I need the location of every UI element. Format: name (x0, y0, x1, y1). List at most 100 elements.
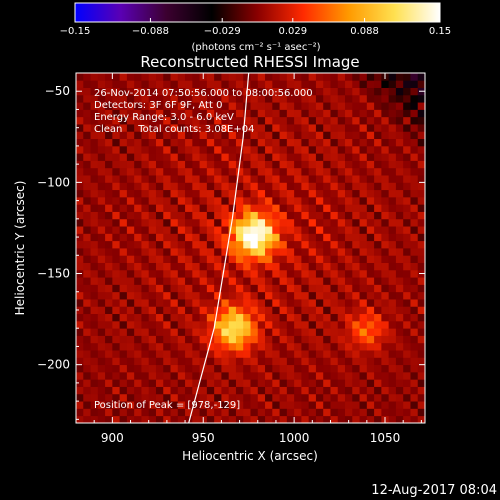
heatmap-cell (235, 357, 244, 366)
heatmap-cell (374, 153, 382, 161)
heatmap-cell (359, 342, 368, 351)
heatmap-cell (323, 189, 331, 198)
heatmap-cell (112, 182, 121, 191)
heatmap-cell (279, 145, 288, 154)
chart-title: Reconstructed RHESSI Image (140, 53, 359, 71)
heatmap-cell (265, 240, 273, 249)
heatmap-cell (155, 116, 164, 125)
heatmap-cell (243, 393, 251, 402)
heatmap-cell (279, 182, 288, 191)
heatmap-cell (90, 153, 99, 161)
heatmap-cell (257, 116, 266, 125)
heatmap-cell (294, 160, 302, 169)
heatmap-cell (206, 379, 215, 387)
heatmap-cell (315, 211, 324, 220)
heatmap-cell (112, 87, 121, 96)
heatmap-cell (177, 313, 186, 322)
heatmap-cell (170, 73, 179, 81)
heatmap-cell (395, 167, 404, 176)
heatmap-cell (294, 386, 302, 395)
heatmap-cell (228, 160, 237, 169)
heatmap-cell (155, 160, 164, 169)
heatmap-cell (323, 335, 331, 344)
heatmap-cell (235, 393, 244, 402)
heatmap-cell (221, 167, 230, 176)
heatmap-cell (177, 320, 186, 329)
heatmap-cell (272, 342, 280, 351)
heatmap-cell (330, 306, 339, 315)
heatmap-cell (76, 131, 84, 140)
heatmap-cell (308, 145, 317, 154)
heatmap-cell (214, 255, 222, 263)
heatmap-cell (294, 284, 302, 293)
heatmap-cell (141, 277, 150, 285)
heatmap-cell (148, 196, 157, 205)
heatmap-cell (170, 364, 179, 373)
heatmap-cell (374, 182, 382, 191)
heatmap-cell (112, 131, 121, 140)
heatmap-cell (243, 131, 251, 140)
heatmap-cell (301, 94, 310, 103)
heatmap-cell (345, 109, 353, 118)
heatmap-cell (192, 218, 201, 227)
heatmap-cell (359, 379, 368, 387)
heatmap-cell (410, 145, 419, 154)
heatmap-cell (206, 415, 215, 423)
heatmap-cell (206, 116, 215, 125)
heatmap-cell (395, 124, 404, 132)
heatmap-cell (301, 160, 310, 169)
heatmap-cell (315, 364, 324, 373)
heatmap-cell (97, 94, 106, 103)
heatmap-cell (279, 277, 288, 285)
heatmap-cell (257, 73, 266, 81)
heatmap-cell (185, 299, 193, 307)
heatmap-cell (228, 379, 237, 387)
heatmap-cell (214, 393, 222, 402)
heatmap-cell (83, 262, 91, 271)
heatmap-cell (97, 240, 106, 249)
heatmap-cell (272, 94, 280, 103)
heatmap-cell (134, 415, 142, 423)
heatmap-cell (243, 357, 251, 366)
heatmap-cell (403, 175, 411, 183)
heatmap-cell (170, 277, 179, 285)
heatmap-cell (352, 401, 360, 409)
heatmap-cell (359, 211, 368, 220)
heatmap-cell (228, 328, 237, 336)
heatmap-cell (141, 153, 150, 161)
heatmap-cell (272, 277, 280, 285)
heatmap-cell (206, 350, 215, 358)
heatmap-cell (90, 357, 99, 366)
heatmap-cell (163, 401, 171, 409)
heatmap-cell (155, 320, 164, 329)
heatmap-cell (265, 102, 273, 110)
heatmap-cell (214, 320, 222, 329)
heatmap-cell (279, 87, 288, 96)
heatmap-cell (177, 182, 186, 191)
heatmap-cell (388, 248, 397, 256)
heatmap-cell (185, 364, 193, 373)
heatmap-cell (279, 218, 288, 227)
heatmap-cell (90, 124, 99, 132)
heatmap-cell (155, 262, 164, 271)
heatmap-cell (105, 386, 113, 395)
heatmap-cell (192, 87, 201, 96)
heatmap-cell (185, 153, 193, 161)
heatmap-cell (155, 196, 164, 205)
heatmap-cell (388, 204, 397, 212)
heatmap-cell (410, 196, 419, 205)
heatmap-cell (148, 175, 157, 183)
heatmap-cell (279, 386, 288, 395)
heatmap-cell (308, 350, 317, 358)
heatmap-cell (250, 87, 259, 96)
heatmap-cell (337, 386, 346, 395)
heatmap-cell (315, 335, 324, 344)
heatmap-cell (337, 240, 346, 249)
heatmap-cell (403, 401, 411, 409)
heatmap-cell (76, 167, 84, 176)
heatmap-cell (221, 342, 230, 351)
heatmap-cell (83, 248, 91, 256)
heatmap-cell (257, 80, 266, 88)
heatmap-cell (345, 131, 353, 140)
heatmap-cell (90, 284, 99, 293)
